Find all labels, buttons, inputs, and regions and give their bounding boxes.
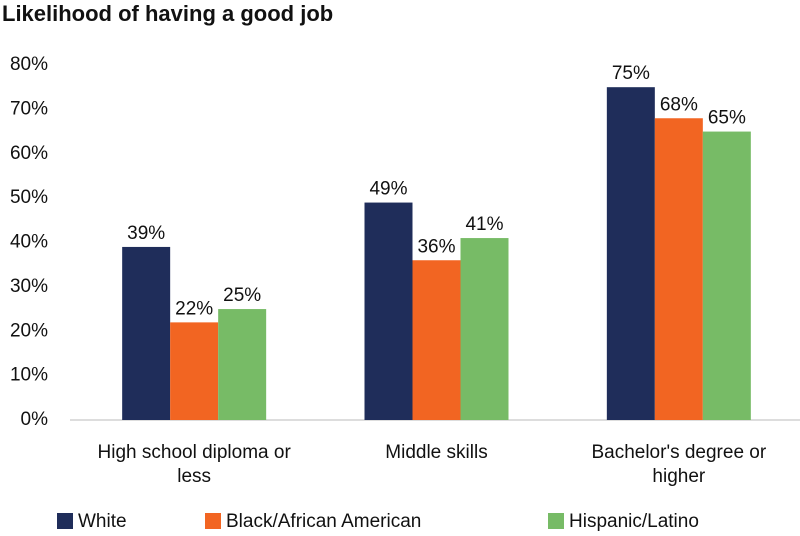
x-tick-label: High school diploma or less <box>97 442 291 487</box>
bar <box>412 260 461 420</box>
bar <box>122 246 171 420</box>
value-label: 22% <box>175 298 213 319</box>
bar <box>654 118 703 420</box>
bar <box>170 322 219 420</box>
x-tick-label: Bachelor's degree or higher <box>591 442 767 487</box>
value-label: 75% <box>612 63 650 84</box>
legend-swatch <box>205 513 221 529</box>
bar <box>460 238 509 420</box>
y-tick-label: 20% <box>10 320 48 341</box>
y-tick-label: 40% <box>10 232 48 253</box>
value-label: 65% <box>708 108 746 129</box>
y-tick-label: 60% <box>10 143 48 164</box>
value-label: 68% <box>660 94 698 115</box>
y-tick-label: 70% <box>10 98 48 119</box>
y-tick-label: 50% <box>10 187 48 208</box>
chart-title: Likelihood of having a good job <box>2 1 333 26</box>
value-label: 49% <box>369 179 407 200</box>
legend-label: White <box>78 511 127 532</box>
y-tick-label: 10% <box>10 365 48 386</box>
y-tick-label: 0% <box>21 409 49 430</box>
legend-swatch <box>57 513 73 529</box>
value-label: 25% <box>223 285 261 306</box>
x-tick-label: Middle skills <box>385 442 488 463</box>
bar <box>218 309 267 420</box>
value-label: 39% <box>127 223 165 244</box>
bar <box>364 202 413 420</box>
legend-swatch <box>548 513 564 529</box>
value-label: 41% <box>465 214 503 235</box>
bar <box>702 131 751 420</box>
y-tick-label: 30% <box>10 276 48 297</box>
legend-label: Black/African American <box>226 511 421 532</box>
bar <box>606 87 655 420</box>
y-tick-label: 80% <box>10 54 48 75</box>
value-label: 36% <box>417 236 455 257</box>
legend-label: Hispanic/Latino <box>569 511 699 532</box>
